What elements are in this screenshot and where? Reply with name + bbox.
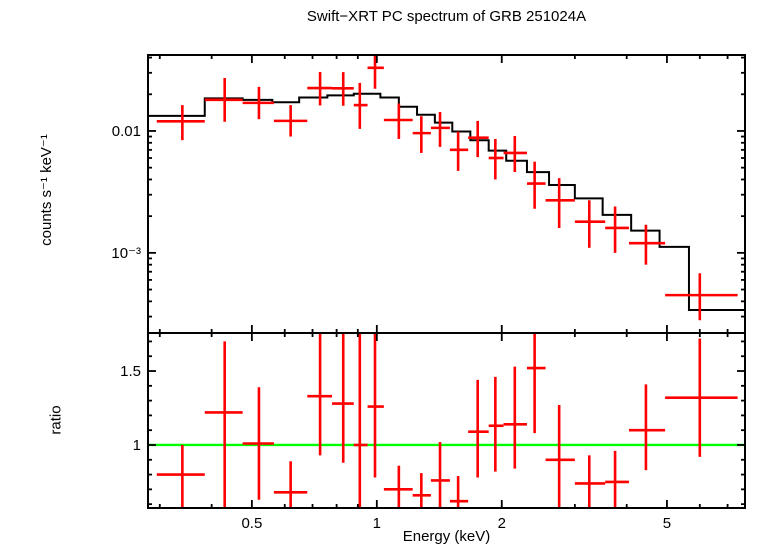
x-tick-label: 5 bbox=[663, 515, 671, 532]
x-tick-label: 2 bbox=[498, 515, 506, 532]
tick-labels: 0.5 1 2 5 0.01 10⁻³ 1 1.5 bbox=[111, 123, 671, 532]
ratio-points bbox=[156, 333, 738, 508]
spectrum-points bbox=[156, 55, 738, 321]
y-tick-label-counts: 0.01 bbox=[112, 123, 141, 140]
x-axis-label: Energy (keV) bbox=[402, 528, 491, 545]
y-tick-label-ratio: 1 bbox=[133, 437, 141, 454]
x-tick-label: 1 bbox=[373, 515, 381, 532]
y-tick-label-ratio: 1.5 bbox=[120, 363, 141, 380]
model-histogram bbox=[148, 92, 745, 311]
x-tick-label: 0.5 bbox=[241, 515, 262, 532]
y-tick-label-counts: 10⁻³ bbox=[111, 245, 141, 262]
axis-ticks bbox=[148, 55, 745, 508]
chart-title: Swift−XRT PC spectrum of GRB 251024A bbox=[306, 8, 587, 25]
